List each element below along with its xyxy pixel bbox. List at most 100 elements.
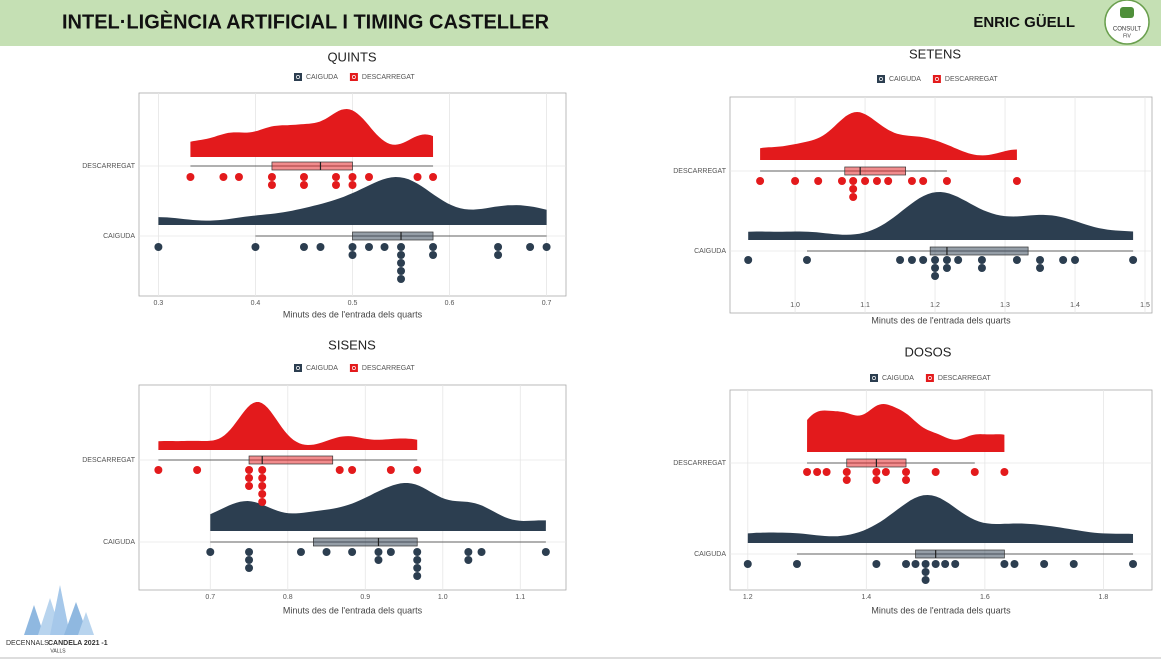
legend-label: CAIGUDA — [882, 375, 914, 382]
legend-dot — [351, 75, 356, 79]
legend-label: DESCARREGAT — [362, 74, 415, 81]
y-tick-label: CAIGUDA — [694, 551, 726, 558]
point — [267, 173, 276, 181]
legend-dot — [296, 75, 300, 79]
point — [1012, 177, 1021, 185]
point — [919, 177, 928, 185]
legend-label: CAIGUDA — [306, 74, 338, 81]
x-tick-label: 0.6 — [445, 300, 455, 307]
x-tick-label: 1.2 — [743, 594, 753, 601]
point — [335, 466, 344, 474]
y-tick-label: DESCARREGAT — [673, 460, 726, 467]
point — [397, 267, 406, 275]
point — [813, 468, 822, 476]
point — [245, 474, 254, 482]
point — [348, 251, 357, 259]
point — [872, 177, 881, 185]
point — [386, 548, 395, 556]
point — [919, 256, 928, 264]
chart: DOSOS CAIGUDA DESCARREGAT 1.2 1.4 1.6 1.8 Minut… — [673, 344, 1153, 615]
point — [1071, 256, 1080, 264]
point — [977, 256, 986, 264]
x-tick-label: 1.1 — [515, 594, 525, 601]
point — [849, 177, 858, 185]
y-tick-label: CAIGUDA — [694, 248, 726, 255]
point — [245, 548, 254, 556]
y-tick-label: DESCARREGAT — [82, 457, 135, 464]
point — [245, 556, 254, 564]
point — [413, 556, 422, 564]
point — [258, 474, 267, 482]
density — [748, 192, 1134, 240]
box — [248, 455, 334, 465]
point — [267, 181, 276, 189]
point — [756, 177, 765, 185]
point — [299, 181, 308, 189]
logo-text: VALLS — [50, 648, 66, 654]
footer-logo: DECENNALS CANDELA 2021 -1 VALLS — [6, 585, 108, 654]
legend-label: CAIGUDA — [306, 365, 338, 372]
point — [364, 243, 373, 251]
point — [380, 243, 389, 251]
legend-dot — [872, 376, 876, 380]
header-band — [0, 0, 1161, 46]
point — [234, 173, 243, 181]
legend-dot — [351, 366, 356, 370]
point — [322, 548, 331, 556]
point — [477, 548, 486, 556]
point — [364, 173, 373, 181]
point — [299, 243, 308, 251]
legend-swatch — [870, 374, 878, 382]
point — [154, 466, 163, 474]
point — [1012, 256, 1021, 264]
logo-text: CANDELA 2021 -1 — [48, 640, 108, 647]
point — [429, 243, 438, 251]
chart-title: SETENS — [909, 46, 961, 61]
logo-text: FIV — [1123, 33, 1131, 39]
logo-text: CONSULT — [1113, 27, 1142, 33]
chart-title: DOSOS — [905, 344, 952, 359]
point — [348, 181, 357, 189]
point — [902, 476, 911, 484]
point — [931, 264, 940, 272]
legend-dot — [927, 376, 932, 380]
point — [386, 466, 395, 474]
point — [429, 173, 438, 181]
point — [464, 556, 473, 564]
legend-swatch — [925, 374, 934, 382]
density — [747, 495, 1134, 543]
point — [296, 548, 305, 556]
density — [158, 177, 547, 225]
chart-title: QUINTS — [327, 49, 376, 64]
point — [1010, 560, 1019, 568]
point — [977, 264, 986, 272]
density — [210, 483, 546, 531]
legend-swatch — [877, 75, 885, 83]
point — [429, 251, 438, 259]
point — [494, 251, 503, 259]
point — [743, 560, 752, 568]
point — [744, 256, 753, 264]
point — [931, 272, 940, 280]
legend-swatch — [294, 73, 302, 81]
point — [931, 560, 940, 568]
point — [907, 256, 916, 264]
point — [413, 564, 422, 572]
legend-label: DESCARREGAT — [938, 375, 991, 382]
point — [803, 468, 812, 476]
box — [929, 246, 1029, 256]
point — [397, 243, 406, 251]
point — [219, 173, 228, 181]
point — [332, 173, 341, 181]
point — [413, 173, 422, 181]
x-tick-label: 0.7 — [542, 300, 552, 307]
point — [849, 193, 858, 201]
chart: SISENS CAIGUDA DESCARREGAT 0.7 0.8 0.9 1.0 1.1 M… — [82, 337, 567, 615]
x-tick-label: 1.1 — [860, 302, 870, 309]
point — [791, 177, 800, 185]
legend-label: DESCARREGAT — [945, 76, 998, 83]
point — [954, 256, 963, 264]
header-author: ENRIC GÜELL — [973, 14, 1075, 31]
point — [861, 177, 870, 185]
point — [1129, 256, 1138, 264]
